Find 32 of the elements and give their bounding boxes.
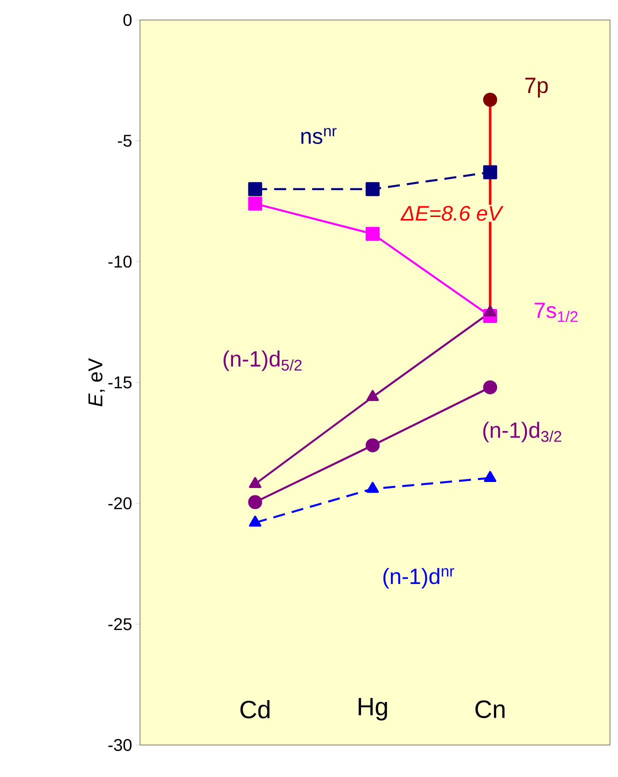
point: [248, 182, 262, 196]
text: (n-1)d$_{5/2}$: [224, 350, 302, 371]
point: [484, 305, 496, 316]
point: [248, 476, 262, 488]
y-tick-label: -5: [118, 134, 132, 147]
y-tick-label: -15: [108, 376, 132, 388]
y-tick-label: -20: [108, 497, 132, 510]
x-tick-label: Cn: [475, 700, 505, 718]
x-tick-label: Cd: [240, 700, 270, 718]
point: [483, 92, 498, 107]
point: [366, 482, 379, 493]
point: [484, 470, 496, 482]
y-tick-label: -30: [108, 738, 132, 752]
y-axis-title: E, eV: [88, 358, 105, 406]
series-label: 7s$_{1/2}$: [534, 302, 578, 322]
y-tick-label: -25: [108, 618, 132, 630]
point: [366, 226, 380, 241]
point: [366, 182, 380, 196]
text: ns$^{nr}$: [301, 128, 337, 144]
point: [366, 390, 379, 401]
x-tick-label: Hg: [358, 698, 388, 720]
series-label: 7p: [525, 78, 548, 98]
y-tick-label: 0: [123, 14, 132, 26]
point: [483, 165, 498, 180]
point: [248, 516, 262, 527]
point: [366, 438, 380, 452]
annotation: ΔE=8.6 eV: [400, 206, 504, 221]
text: (n-1)d$^{nr}$: [383, 568, 454, 589]
point: [248, 196, 262, 211]
point: [483, 380, 498, 394]
series-label: (n-1)d$_{3/2}$: [483, 422, 562, 442]
y-tick-label: -10: [108, 256, 132, 268]
